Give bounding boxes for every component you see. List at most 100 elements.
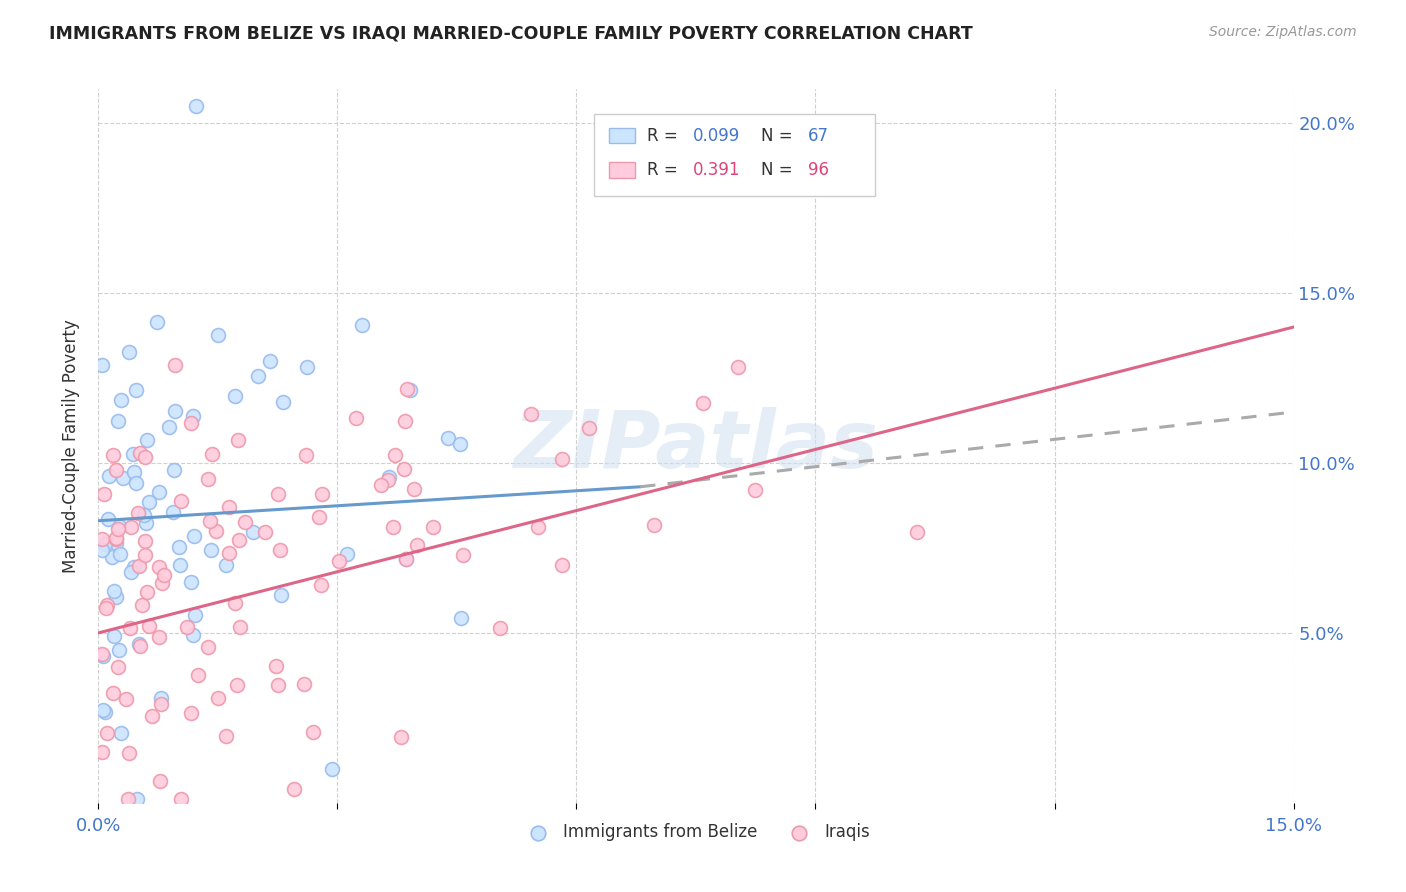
- Point: [117, 792, 139, 806]
- Point: [451, 548, 474, 562]
- Point: [118, 746, 141, 760]
- Point: [118, 344, 141, 359]
- Point: [395, 382, 418, 396]
- Point: [336, 547, 359, 561]
- Point: [162, 505, 184, 519]
- Y-axis label: Married-Couple Family Poverty: Married-Couple Family Poverty: [62, 319, 80, 573]
- Point: [165, 358, 187, 372]
- Point: [103, 583, 125, 598]
- Point: [104, 532, 127, 546]
- Point: [384, 448, 406, 462]
- Point: [321, 762, 343, 776]
- Point: [395, 552, 418, 566]
- Point: [153, 568, 176, 582]
- Point: [395, 552, 418, 566]
- Point: [101, 549, 124, 564]
- Point: [125, 383, 148, 397]
- Point: [118, 621, 141, 635]
- Point: [394, 414, 416, 428]
- Legend: Immigrants from Belize, Iraqis: Immigrants from Belize, Iraqis: [515, 817, 877, 848]
- Point: [108, 519, 131, 533]
- FancyBboxPatch shape: [609, 128, 636, 144]
- Point: [578, 420, 600, 434]
- Text: R =: R =: [647, 161, 683, 178]
- Point: [197, 640, 219, 655]
- Point: [266, 678, 288, 692]
- Point: [181, 409, 204, 423]
- Point: [391, 730, 413, 744]
- Point: [352, 318, 374, 332]
- Point: [108, 547, 131, 561]
- Point: [180, 416, 202, 430]
- Point: [110, 725, 132, 739]
- Point: [381, 520, 404, 534]
- Point: [165, 404, 187, 418]
- Point: [103, 629, 125, 643]
- Text: 96: 96: [808, 161, 830, 178]
- Text: 67: 67: [808, 127, 830, 145]
- Point: [91, 745, 114, 759]
- Point: [97, 512, 120, 526]
- Point: [295, 359, 318, 374]
- Point: [121, 447, 143, 461]
- Point: [170, 792, 193, 806]
- Point: [233, 515, 256, 529]
- Point: [110, 392, 132, 407]
- Point: [215, 729, 238, 743]
- Point: [228, 533, 250, 547]
- Point: [692, 396, 714, 410]
- Point: [135, 516, 157, 531]
- Point: [149, 698, 172, 712]
- Point: [114, 692, 136, 706]
- Point: [308, 510, 330, 524]
- Text: N =: N =: [761, 127, 797, 145]
- Point: [176, 619, 198, 633]
- Point: [378, 470, 401, 484]
- Point: [226, 434, 249, 448]
- Point: [198, 514, 221, 528]
- Point: [131, 599, 153, 613]
- Point: [204, 524, 226, 538]
- Point: [91, 648, 114, 663]
- Point: [264, 659, 287, 673]
- Point: [727, 359, 749, 374]
- Text: N =: N =: [761, 161, 797, 178]
- Point: [488, 621, 510, 635]
- Point: [197, 472, 219, 486]
- Point: [101, 686, 124, 700]
- Point: [422, 520, 444, 534]
- Point: [224, 596, 246, 610]
- Point: [112, 471, 135, 485]
- Point: [200, 543, 222, 558]
- Point: [328, 554, 350, 568]
- Point: [129, 639, 152, 653]
- Point: [551, 558, 574, 573]
- Point: [91, 358, 114, 372]
- Point: [120, 519, 142, 533]
- Point: [150, 575, 173, 590]
- Point: [744, 483, 766, 497]
- Point: [107, 659, 129, 673]
- FancyBboxPatch shape: [595, 114, 875, 196]
- Point: [905, 525, 928, 540]
- Point: [246, 369, 269, 384]
- Point: [150, 690, 173, 705]
- Point: [91, 647, 114, 661]
- Text: ZIPatlas: ZIPatlas: [513, 407, 879, 485]
- Point: [93, 705, 115, 719]
- Point: [267, 487, 290, 501]
- Point: [134, 450, 156, 464]
- Point: [259, 353, 281, 368]
- Text: R =: R =: [647, 127, 683, 145]
- Text: Source: ZipAtlas.com: Source: ZipAtlas.com: [1209, 25, 1357, 39]
- Text: IMMIGRANTS FROM BELIZE VS IRAQI MARRIED-COUPLE FAMILY POVERTY CORRELATION CHART: IMMIGRANTS FROM BELIZE VS IRAQI MARRIED-…: [49, 25, 973, 43]
- Point: [526, 520, 548, 534]
- Point: [136, 433, 159, 447]
- Point: [186, 99, 208, 113]
- Point: [269, 542, 291, 557]
- Point: [94, 601, 117, 615]
- Point: [218, 500, 240, 515]
- Point: [93, 703, 115, 717]
- Point: [127, 506, 149, 520]
- Point: [370, 477, 392, 491]
